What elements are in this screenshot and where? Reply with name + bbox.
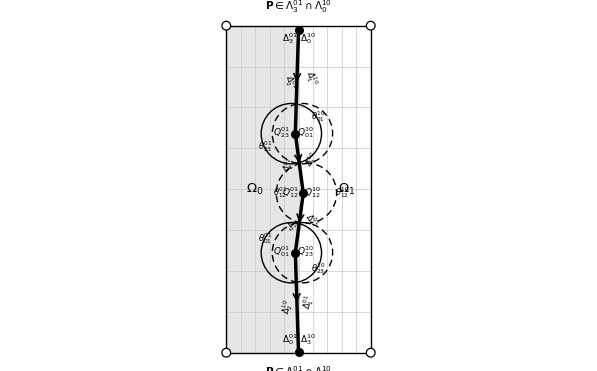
Circle shape [222, 21, 230, 30]
Bar [226, 26, 298, 353]
Text: $\Delta_3^{10}$: $\Delta_3^{10}$ [300, 332, 316, 347]
Text: $\theta_{01}^{01}$: $\theta_{01}^{01}$ [258, 231, 272, 246]
Text: $\Delta_0^{01}$: $\Delta_0^{01}$ [282, 332, 297, 347]
Text: $\Delta_2^{10}$: $\Delta_2^{10}$ [279, 298, 297, 316]
Text: $\Delta_1^{01}$: $\Delta_1^{01}$ [299, 293, 318, 311]
Text: $\Delta_0^{10}$: $\Delta_0^{10}$ [300, 32, 316, 46]
Circle shape [367, 21, 375, 30]
Text: $\Delta_2^{01}$: $\Delta_2^{01}$ [281, 73, 299, 91]
Text: $\Delta_1^{10}$: $\Delta_1^{10}$ [301, 69, 320, 87]
Text: $\theta_{12}^{01}$: $\theta_{12}^{01}$ [273, 185, 287, 200]
Text: $\Delta_1^{01}$: $\Delta_1^{01}$ [301, 211, 322, 231]
Text: $\theta_{12}^{10}$: $\theta_{12}^{10}$ [335, 185, 350, 200]
Text: $Q_{01}^{10}$: $Q_{01}^{10}$ [297, 125, 314, 140]
Text: $\theta_{23}^{10}$: $\theta_{23}^{10}$ [311, 261, 326, 276]
Text: $\mathbf{P} \in \Lambda_3^{01} \cap \Lambda_0^{10}$: $\mathbf{P} \in \Lambda_3^{01} \cap \Lam… [265, 0, 332, 14]
Text: $\theta_{23}^{01}$: $\theta_{23}^{01}$ [258, 139, 272, 154]
Text: $\Delta_2^{01}$: $\Delta_2^{01}$ [279, 155, 300, 176]
Text: $\mathbf{P} \in \Lambda_0^{01} \cap \Lambda_3^{10}$: $\mathbf{P} \in \Lambda_0^{01} \cap \Lam… [265, 364, 332, 371]
Text: $\Delta_2^{10}$: $\Delta_2^{10}$ [282, 216, 303, 237]
Text: $Q_{01}^{01}$: $Q_{01}^{01}$ [273, 244, 290, 259]
Text: $\Delta_1^{10}$: $\Delta_1^{10}$ [301, 150, 322, 170]
Circle shape [367, 348, 375, 357]
Text: $Q_{23}^{01}$: $Q_{23}^{01}$ [273, 125, 290, 140]
Text: $\theta_{01}^{10}$: $\theta_{01}^{10}$ [311, 109, 326, 124]
Text: $Q_{12}^{01}$: $Q_{12}^{01}$ [282, 185, 299, 200]
Text: $\Omega_1$: $\Omega_1$ [337, 182, 355, 197]
Text: $\Delta_3^{01}$: $\Delta_3^{01}$ [282, 32, 297, 46]
Text: $Q_{23}^{10}$: $Q_{23}^{10}$ [297, 244, 314, 259]
Circle shape [222, 348, 230, 357]
Text: $Q_{12}^{10}$: $Q_{12}^{10}$ [304, 185, 322, 200]
Text: $\Omega_0$: $\Omega_0$ [246, 182, 264, 197]
